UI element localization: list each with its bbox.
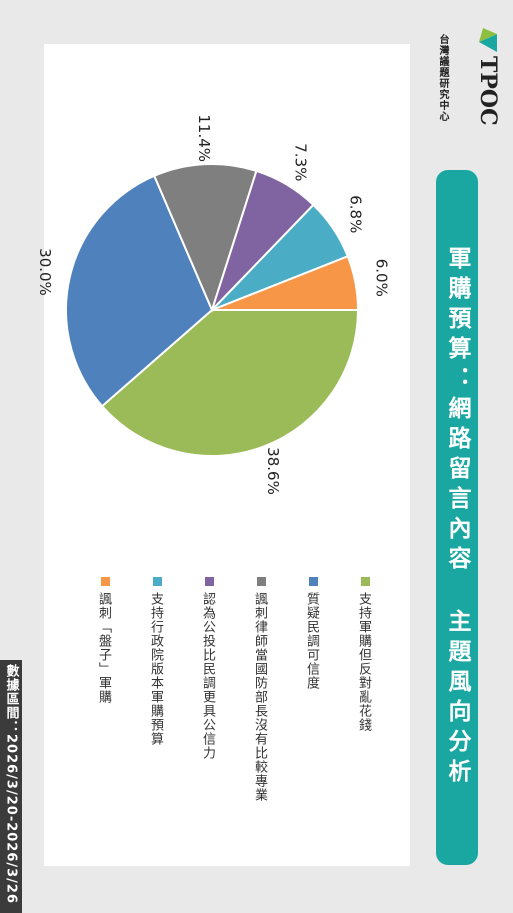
pie-slice-0 bbox=[100, 309, 360, 457]
tpoc-logo: TPOC bbox=[432, 22, 502, 142]
data-period-footer: 數據區間：2026/3/20-2026/3/26 bbox=[0, 660, 22, 913]
legend-swatch-5 bbox=[101, 577, 110, 586]
pie-slice-2 bbox=[152, 163, 258, 313]
legend-label-1: 質疑民調可信度 bbox=[304, 592, 319, 690]
legend-label-3: 認為公投比民調更具公信力 bbox=[200, 592, 215, 760]
legend-swatch-4 bbox=[153, 577, 162, 586]
legend-label-5: 諷刺「盤子」軍購 bbox=[96, 592, 111, 704]
legend-item-4: 支持行政院版本軍購預算 bbox=[110, 577, 163, 827]
legend-item-2: 諷刺律師當國防部長沒有比較專業 bbox=[214, 577, 267, 827]
legend-swatch-2 bbox=[257, 577, 266, 586]
pie-slice-5 bbox=[211, 255, 360, 311]
legend-swatch-1 bbox=[309, 577, 318, 586]
logo-mark-green-icon bbox=[479, 28, 497, 42]
legend-swatch-0 bbox=[361, 577, 370, 586]
pie-label-0: 38.6% bbox=[264, 447, 282, 495]
legend-item-3: 認為公投比民調更具公信力 bbox=[162, 577, 215, 827]
pie-slice-1 bbox=[65, 174, 214, 408]
pie-label-4: 6.8% bbox=[346, 195, 364, 233]
legend-label-2: 諷刺律師當國防部長沒有比較專業 bbox=[252, 592, 267, 802]
pie-label-1: 30.0% bbox=[36, 248, 54, 296]
pie-label-3: 7.3% bbox=[292, 143, 310, 181]
pie-label-5: 6.0% bbox=[372, 259, 390, 297]
logo-mark-teal-icon bbox=[479, 34, 497, 52]
legend-item-0: 支持軍購但反對亂花錢 bbox=[318, 577, 371, 827]
logo-wordmark: TPOC bbox=[475, 56, 501, 126]
legend-swatch-3 bbox=[205, 577, 214, 586]
page-title: 軍購預算：網路留言內容 主題風向分析 bbox=[436, 170, 478, 865]
legend-label-0: 支持軍購但反對亂花錢 bbox=[356, 592, 371, 732]
legend-label-4: 支持行政院版本軍購預算 bbox=[148, 592, 163, 746]
legend-item-1: 質疑民調可信度 bbox=[266, 577, 319, 827]
chart-legend: 支持軍購但反對亂花錢 質疑民調可信度 諷刺律師當國防部長沒有比較專業 認為公投比民調更… bbox=[70, 577, 371, 827]
legend-item-5: 諷刺「盤子」軍購 bbox=[58, 577, 111, 827]
pie-label-2: 11.4% bbox=[195, 114, 213, 162]
org-name: 台灣議題研究中心 bbox=[437, 34, 448, 122]
